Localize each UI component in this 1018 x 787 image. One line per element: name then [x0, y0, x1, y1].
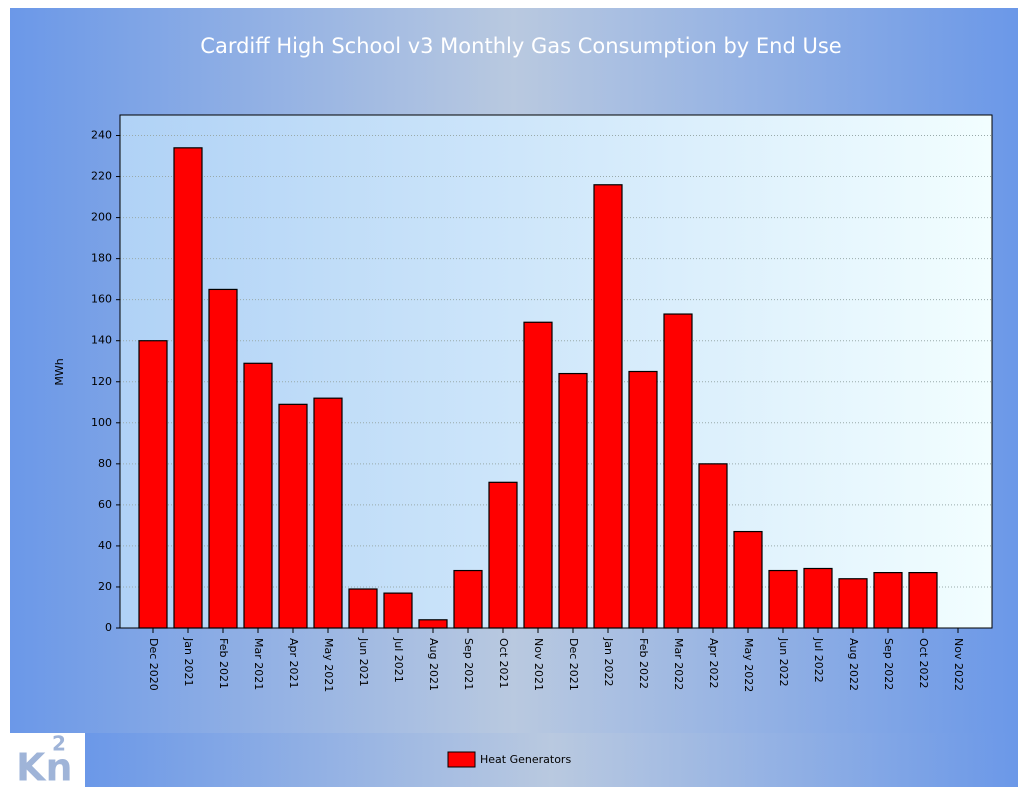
chart-background-bottom — [85, 733, 1018, 787]
legend-label: Heat Generators — [480, 753, 571, 766]
y-tick-label: 220 — [91, 170, 112, 183]
y-axis-label: MWh — [53, 358, 66, 385]
bar — [663, 313, 693, 629]
bar — [698, 463, 728, 629]
y-tick-label: 80 — [98, 457, 112, 470]
bar — [803, 567, 833, 629]
y-tick-label: 20 — [98, 580, 112, 593]
x-tick-label: Sep 2021 — [462, 638, 475, 690]
bar — [733, 530, 763, 629]
plot-border — [119, 114, 993, 629]
y-tick-label: 120 — [91, 375, 112, 388]
bar — [383, 592, 413, 629]
x-tick-label: Jul 2021 — [392, 637, 405, 683]
x-tick-label: Dec 2021 — [567, 638, 580, 691]
x-tick-label: Jan 2022 — [602, 637, 615, 686]
bar — [628, 370, 658, 629]
x-tick-label: Sep 2022 — [882, 638, 895, 690]
y-tick-label: 100 — [91, 416, 112, 429]
bar — [523, 321, 553, 629]
bar — [243, 362, 273, 629]
x-tick-label: Feb 2021 — [217, 638, 230, 689]
x-tick-label: Jun 2022 — [777, 637, 790, 687]
y-tick-label: 0 — [105, 621, 112, 634]
x-tick-label: Apr 2022 — [707, 638, 720, 689]
y-tick-label: 180 — [91, 252, 112, 265]
bar — [173, 147, 203, 629]
x-tick-label: Oct 2021 — [497, 638, 510, 689]
y-tick-label: 200 — [91, 211, 112, 224]
bar — [768, 569, 798, 629]
x-tick-label: Jan 2021 — [182, 637, 195, 686]
y-tick-label: 240 — [91, 129, 112, 142]
legend-swatch — [447, 751, 476, 768]
bar — [558, 372, 588, 629]
legend: Heat Generators — [447, 751, 571, 768]
bar — [838, 578, 868, 629]
bar — [208, 288, 238, 629]
bar — [593, 184, 623, 629]
y-tick-label: 140 — [91, 334, 112, 347]
x-tick-label: Mar 2021 — [252, 638, 265, 690]
x-tick-label: Nov 2022 — [952, 638, 965, 691]
x-tick-label: Oct 2022 — [917, 638, 930, 689]
y-tick-label: 40 — [98, 539, 112, 552]
bar — [138, 340, 168, 629]
logo-sup: 2 — [52, 732, 66, 756]
bar — [453, 569, 483, 629]
x-tick-label: Dec 2020 — [147, 638, 160, 691]
x-tick-label: Aug 2022 — [847, 638, 860, 691]
chart-title: Cardiff High School v3 Monthly Gas Consu… — [200, 34, 841, 58]
x-tick-label: Mar 2022 — [672, 638, 685, 690]
x-tick-label: Feb 2022 — [637, 638, 650, 689]
bar — [908, 571, 938, 629]
x-tick-label: Aug 2021 — [427, 638, 440, 691]
bar — [348, 588, 378, 629]
y-tick-label: 60 — [98, 498, 112, 511]
x-tick-label: Apr 2021 — [287, 638, 300, 689]
x-tick-label: May 2022 — [742, 638, 755, 692]
x-tick-label: Nov 2021 — [532, 638, 545, 691]
bar — [418, 619, 448, 629]
bar — [313, 397, 343, 629]
bar — [873, 571, 903, 629]
y-tick-label: 160 — [91, 293, 112, 306]
x-tick-label: Jul 2022 — [812, 637, 825, 683]
logo: Kn — [16, 746, 73, 787]
x-tick-label: Jun 2021 — [357, 637, 370, 687]
bar — [278, 403, 308, 629]
bar — [488, 481, 518, 629]
x-tick-label: May 2021 — [322, 638, 335, 692]
